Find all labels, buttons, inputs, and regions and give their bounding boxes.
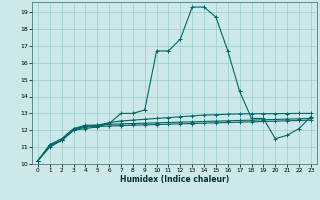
X-axis label: Humidex (Indice chaleur): Humidex (Indice chaleur) (120, 175, 229, 184)
